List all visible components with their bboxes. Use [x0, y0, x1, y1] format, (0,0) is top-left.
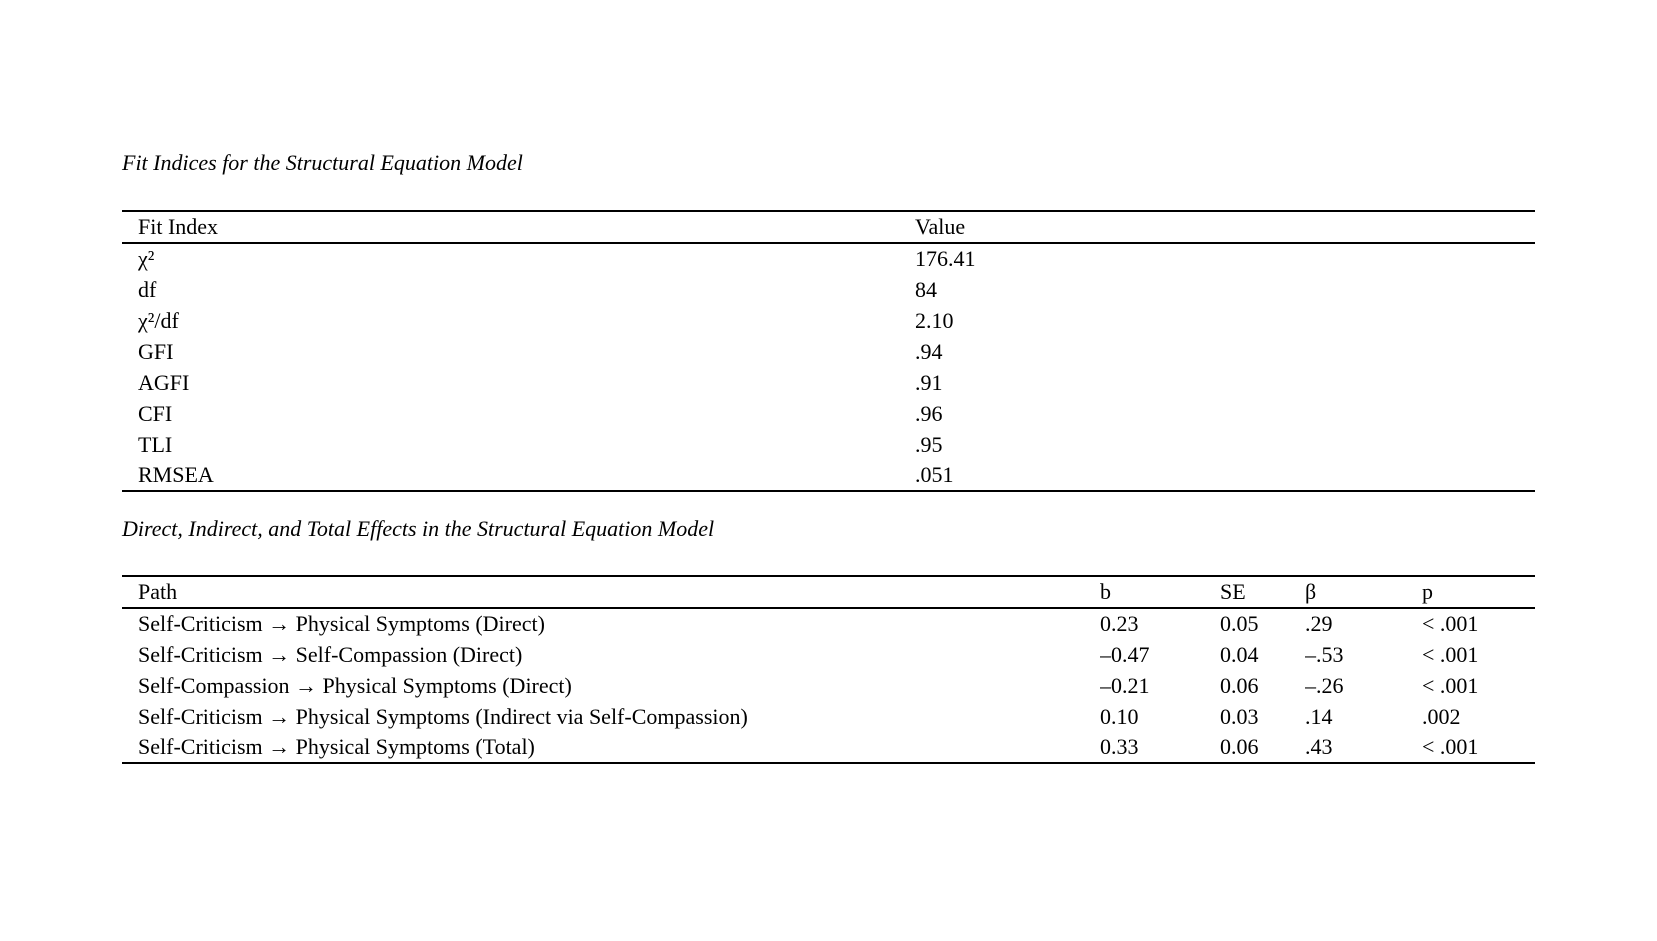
b-cell: 0.33: [1100, 734, 1139, 759]
se-cell: 0.04: [1220, 641, 1259, 667]
column-header-path: Path: [138, 579, 178, 604]
p-cell: < .001: [1422, 611, 1479, 636]
p-cell: .002: [1422, 703, 1461, 729]
fit-index-cell: χ²/df: [138, 307, 179, 333]
b-cell: 0.10: [1100, 703, 1139, 729]
b-cell: 0.23: [1100, 611, 1139, 636]
fit-index-cell: χ²: [138, 246, 155, 271]
fit-index-cell: RMSEA: [138, 462, 214, 487]
fit-index-cell: GFI: [138, 338, 174, 364]
table-row: Self-Criticism → Self-Compassion (Direct…: [122, 639, 1535, 670]
column-header-beta: β: [1305, 579, 1317, 604]
fit-index-cell: CFI: [138, 400, 173, 426]
se-cell: 0.05: [1220, 611, 1259, 636]
se-cell: 0.06: [1220, 672, 1259, 698]
fit-table-title: Fit Indices for the Structural Equation …: [122, 150, 523, 175]
table-row: RMSEA .051: [122, 460, 1535, 491]
table-row: Self-Criticism → Physical Symptoms (Tota…: [122, 732, 1535, 763]
value-cell: .96: [915, 400, 943, 426]
fit-index-cell: TLI: [138, 431, 173, 457]
fit-index-cell: AGFI: [138, 369, 190, 395]
effects-table-title: Direct, Indirect, and Total Effects in t…: [122, 516, 715, 541]
table-row: CFI .96: [122, 398, 1535, 429]
p-cell: < .001: [1422, 641, 1479, 667]
column-header-value: Value: [915, 214, 966, 239]
p-cell: < .001: [1422, 672, 1479, 698]
table-row: Self-Compassion → Physical Symptoms (Dir…: [122, 670, 1535, 701]
column-header-se: SE: [1220, 579, 1246, 604]
beta-cell: .14: [1305, 703, 1333, 729]
fit-indices-table: Fit Index Value χ² 176.41 df 84 χ²/df 2.…: [122, 210, 1535, 492]
value-cell: .94: [915, 338, 943, 364]
table-row: χ²/df 2.10: [122, 305, 1535, 336]
beta-cell: .43: [1305, 734, 1333, 759]
table-row: Self-Criticism → Physical Symptoms (Dire…: [122, 608, 1535, 639]
p-cell: < .001: [1422, 734, 1479, 759]
effects-table: Path b SE β p Self-Criticism → Physical …: [122, 575, 1535, 764]
path-cell: Self-Criticism → Physical Symptoms (Indi…: [138, 703, 748, 729]
path-cell: Self-Criticism → Self-Compassion (Direct…: [138, 641, 523, 667]
table-row: GFI .94: [122, 336, 1535, 367]
path-cell: Self-Criticism → Physical Symptoms (Dire…: [138, 611, 545, 636]
value-cell: .91: [915, 369, 943, 395]
value-cell: .051: [915, 462, 954, 487]
table-row: df 84: [122, 274, 1535, 305]
column-header-p: p: [1422, 579, 1433, 604]
table-header-row: Fit Index Value: [122, 211, 1535, 243]
table-header-row: Path b SE β p: [122, 576, 1535, 608]
se-cell: 0.03: [1220, 703, 1259, 729]
b-cell: –0.47: [1100, 641, 1150, 667]
b-cell: –0.21: [1100, 672, 1150, 698]
fit-index-cell: df: [138, 276, 157, 302]
value-cell: .95: [915, 431, 943, 457]
se-cell: 0.06: [1220, 734, 1259, 759]
value-cell: 2.10: [915, 307, 954, 333]
table-row: Self-Criticism → Physical Symptoms (Indi…: [122, 701, 1535, 732]
column-header-b: b: [1100, 579, 1111, 604]
path-cell: Self-Criticism → Physical Symptoms (Tota…: [138, 734, 535, 759]
value-cell: 84: [915, 276, 937, 302]
path-cell: Self-Compassion → Physical Symptoms (Dir…: [138, 672, 572, 698]
value-cell: 176.41: [915, 246, 976, 271]
column-header-fit-index: Fit Index: [138, 214, 219, 239]
beta-cell: –.53: [1305, 641, 1344, 667]
table-row: χ² 176.41: [122, 243, 1535, 274]
beta-cell: .29: [1305, 611, 1333, 636]
table-row: TLI .95: [122, 429, 1535, 460]
beta-cell: –.26: [1305, 672, 1344, 698]
table-row: AGFI .91: [122, 367, 1535, 398]
